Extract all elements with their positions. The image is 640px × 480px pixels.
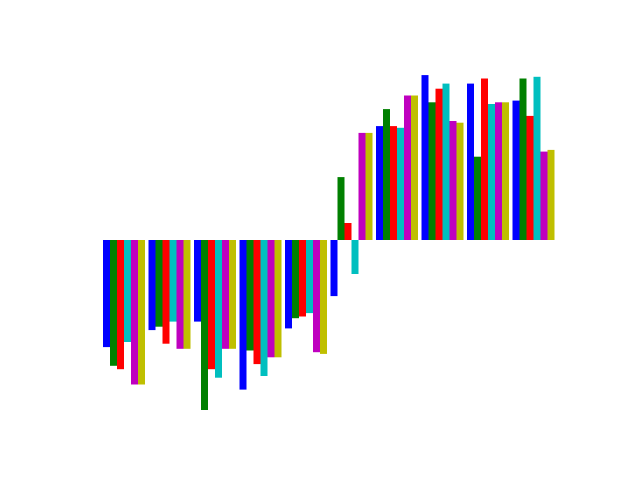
bar-8-series-2 [428,102,436,240]
bar-group-3 [194,240,236,410]
bar-2-series-3 [162,240,170,344]
bar-2-series-5 [176,240,184,349]
bar-group-6 [330,132,373,297]
bar-6-series-3 [344,223,352,240]
bar-9-series-3 [481,78,488,240]
bar-3-series-4 [215,240,222,378]
bar-6-series-1 [330,240,338,297]
bar-1-series-2 [110,240,117,366]
bar-6-series-5 [358,132,366,240]
bar-5-series-1 [285,240,292,329]
bar-3-series-3 [208,240,215,370]
bar-7-series-6 [411,95,418,240]
bar-5-series-2 [292,240,299,319]
bar-group-2 [148,240,191,349]
bar-2-series-4 [169,240,177,322]
bar-3-series-5 [222,240,229,349]
bars-layer [103,75,555,410]
bar-3-series-2 [201,240,208,410]
bar-1-series-3 [117,240,124,370]
bar-10-series-4 [533,76,541,240]
bar-7-series-2 [383,109,390,240]
bar-9-series-2 [474,156,481,240]
bar-group-7 [376,95,418,240]
bar-1-series-5 [131,240,138,385]
bar-4-series-3 [253,240,261,365]
bar-2-series-6 [183,240,191,349]
bar-9-series-6 [502,102,509,240]
bar-1-series-4 [124,240,131,342]
bar-10-series-2 [519,78,527,240]
bar-group-4 [239,240,282,390]
bar-3-series-6 [229,240,236,349]
bar-10-series-1 [512,100,520,240]
bar-8-series-6 [456,122,464,240]
bar-1-series-1 [103,240,110,348]
bar-2-series-2 [155,240,163,327]
bar-10-series-5 [540,151,548,240]
bar-6-series-4 [351,240,359,274]
bar-5-series-4 [306,240,313,314]
bar-1-series-6 [138,240,145,385]
bar-7-series-5 [404,95,411,240]
bar-group-9 [467,78,509,240]
bar-group-5 [285,240,327,354]
bar-5-series-6 [320,240,327,354]
bar-5-series-3 [299,240,306,317]
bar-3-series-1 [194,240,201,322]
bar-7-series-4 [397,127,404,240]
bar-4-series-5 [267,240,275,358]
bar-8-series-3 [435,88,443,240]
bar-5-series-5 [313,240,320,353]
bar-9-series-1 [467,83,474,240]
bar-4-series-1 [239,240,247,390]
bar-9-series-4 [488,104,495,240]
bar-4-series-2 [246,240,254,351]
bar-6-series-6 [365,132,373,240]
bar-group-10 [512,76,555,240]
bar-8-series-1 [421,75,429,240]
bar-group-8 [421,75,464,240]
bar-9-series-5 [495,102,502,240]
bar-7-series-1 [376,126,383,240]
bar-10-series-6 [547,149,555,240]
bar-8-series-5 [449,121,457,240]
bar-10-series-3 [526,115,534,240]
bar-group-1 [103,240,145,385]
bar-4-series-4 [260,240,268,376]
bar-6-series-2 [337,177,345,240]
bar-7-series-3 [390,126,397,240]
bar-4-series-6 [274,240,282,358]
bar-8-series-4 [442,83,450,240]
bar-2-series-1 [148,240,156,331]
